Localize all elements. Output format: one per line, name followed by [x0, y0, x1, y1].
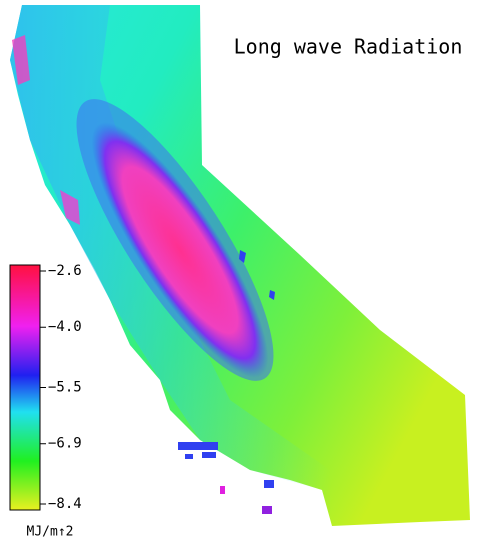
sierra-lakes	[239, 250, 275, 300]
north-coast-hot	[12, 35, 30, 85]
colorbar-tick-label: −5.5	[48, 380, 82, 396]
island	[264, 480, 274, 488]
central-valley	[91, 122, 269, 378]
colorbar-tick-label: −6.9	[48, 436, 82, 452]
island	[262, 506, 272, 514]
island	[185, 454, 193, 459]
california	[10, 5, 470, 526]
colorbar-tick-label: −2.6	[48, 263, 82, 279]
colorbar	[9, 264, 41, 511]
colorbar-tick-label: −8.4	[48, 496, 82, 512]
colorbar-unit: MJ/m↑2	[27, 525, 74, 540]
island	[220, 486, 225, 494]
island	[202, 452, 216, 458]
island	[178, 442, 218, 450]
colorbar-tick-label: −4.0	[48, 319, 82, 335]
islands	[178, 442, 274, 514]
map-title: Long wave Radiation	[234, 35, 463, 59]
bay-hot	[60, 190, 80, 225]
